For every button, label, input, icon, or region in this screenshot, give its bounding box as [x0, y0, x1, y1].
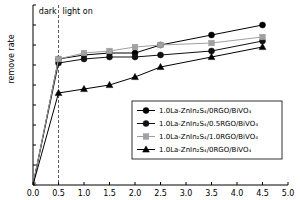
series-line: [33, 37, 263, 185]
x-tick-label: 3.0: [180, 189, 193, 198]
chart: 0.0 0.5 1.0 1.5 2.0 2.5 3.0 3.5 4.0 4.5 5.0 remove …: [0, 0, 300, 200]
y-tick: [33, 85, 36, 86]
data-point: [208, 53, 215, 59]
y-tick: [33, 5, 36, 6]
x-tick-label: 4.0: [231, 189, 244, 198]
x-tick-label: 1.0: [78, 189, 91, 198]
y-tick: [33, 125, 36, 126]
x-tick-label: 2.0: [129, 189, 142, 198]
x-tick: [237, 182, 238, 185]
x-tick-label: 1.5: [103, 189, 116, 198]
data-point: [158, 42, 164, 48]
data-point: [158, 52, 164, 58]
x-tick: [109, 182, 110, 185]
data-point: [33, 182, 36, 185]
y-tick: [33, 145, 36, 146]
x-tick: [211, 182, 212, 185]
data-point: [259, 43, 266, 49]
data-point: [81, 50, 87, 56]
legend-label: 1.0La-ZnIn₂S₄/1.0RGO/BiVO₄: [159, 133, 258, 141]
y-tick: [33, 105, 36, 106]
x-tick: [186, 182, 187, 185]
legend-marker: [143, 108, 149, 114]
data-point: [107, 48, 113, 54]
data-point: [33, 181, 36, 185]
x-tick: [288, 182, 289, 185]
data-point: [106, 81, 113, 87]
x-tick-label: 3.5: [205, 189, 218, 198]
data-point: [209, 40, 215, 46]
data-point: [260, 34, 266, 40]
x-tick: [84, 182, 85, 185]
legend-box: [132, 101, 282, 159]
series-line: [33, 41, 263, 185]
x-tick: [262, 182, 263, 185]
x-tick: [135, 182, 136, 185]
x-tick-label: 4.5: [256, 189, 269, 198]
data-point: [33, 182, 36, 185]
y-axis: [33, 5, 34, 185]
data-point: [157, 63, 164, 69]
x-tick-label: 5.0: [282, 189, 295, 198]
data-point: [81, 56, 87, 62]
data-point: [56, 56, 62, 62]
data-point: [132, 54, 138, 60]
legend-label: 1.0La-ZnIn₂S₄/0RGO/BiVO₄: [159, 107, 252, 115]
y-axis-label: remove rate: [7, 34, 16, 83]
y-tick: [33, 25, 36, 26]
data-point: [55, 89, 62, 95]
annotation-text: light on: [63, 7, 93, 16]
legend: 1.0La-ZnIn₂S₄/0RGO/BiVO₄ 1.0La-ZnIn₂S₄/0.…: [132, 101, 282, 159]
data-point: [107, 54, 113, 60]
data-point: [81, 85, 88, 91]
legend-label: 1.0La-ZnIn₂S₄/0.5RGO/BiVO₄: [159, 120, 258, 128]
x-tick-label: 0.0: [27, 189, 40, 198]
y-tick: [33, 65, 36, 66]
legend-marker: [143, 121, 149, 127]
annotation-text: dark: [39, 7, 57, 16]
data-point: [209, 32, 215, 38]
data-point: [33, 182, 36, 185]
data-point: [260, 22, 266, 28]
data-point: [132, 73, 139, 79]
legend-marker: [143, 146, 150, 152]
y-tick: [33, 45, 36, 46]
legend-marker: [143, 134, 149, 140]
data-point: [132, 44, 138, 50]
x-tick-label: 0.5: [52, 189, 65, 198]
x-tick: [160, 182, 161, 185]
x-tick-label: 2.5: [154, 189, 167, 198]
data-point: [158, 42, 164, 48]
y-tick: [33, 165, 36, 166]
data-point: [56, 56, 62, 62]
legend-label: 1.0La-ZnIn₂S₄/0RGO/BiVO₄: [159, 146, 252, 154]
